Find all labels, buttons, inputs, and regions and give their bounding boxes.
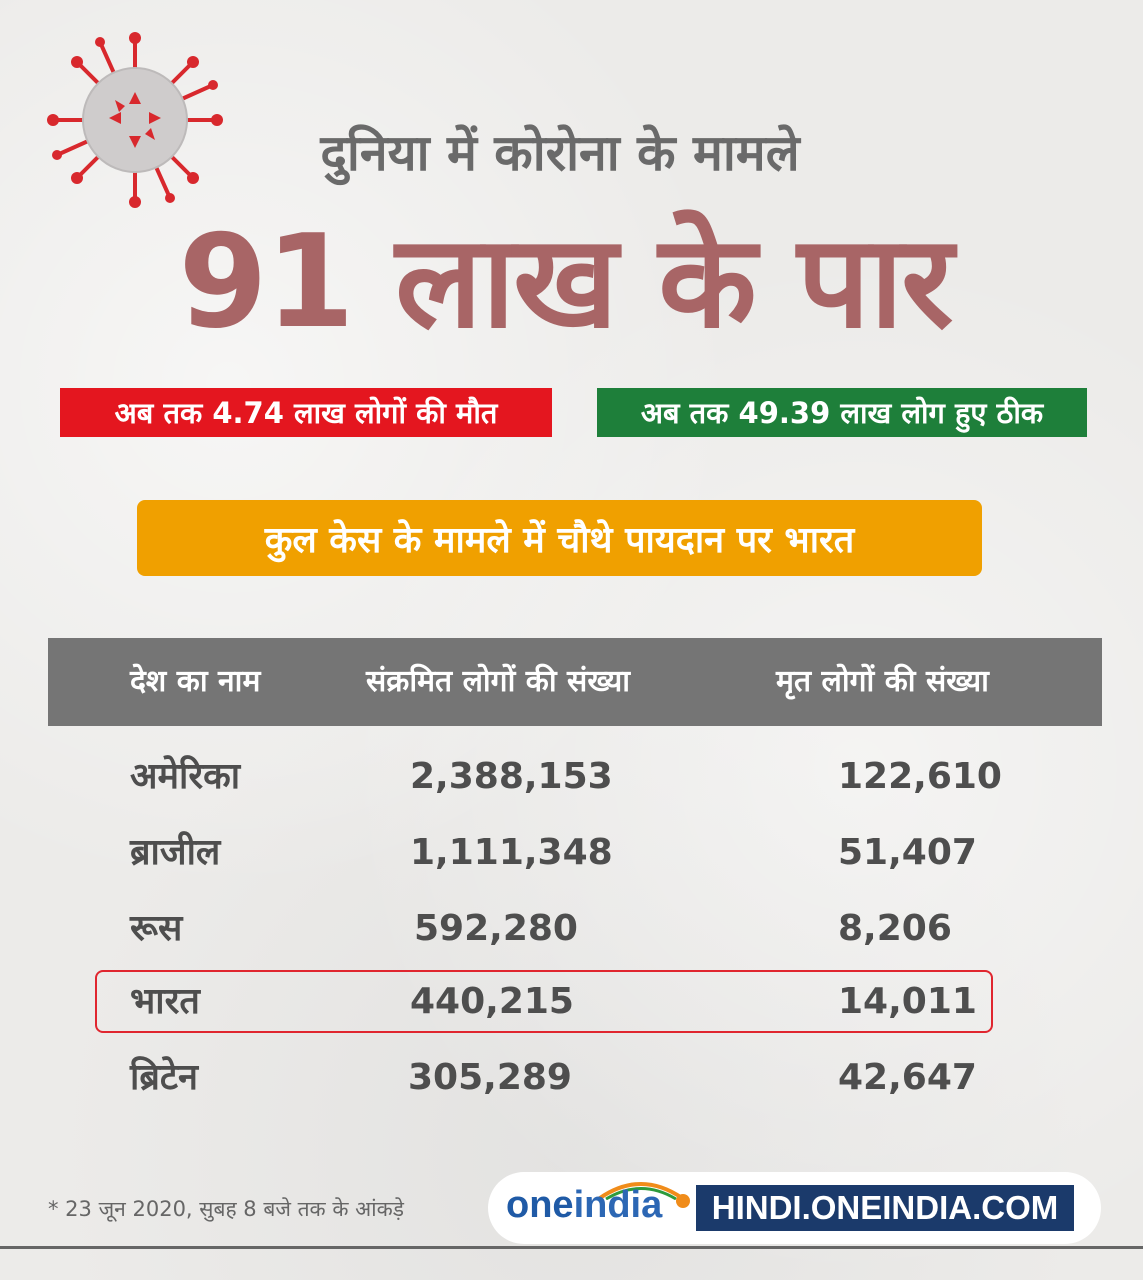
death-count: 14,011 [838, 981, 977, 1022]
infected-count: 1,111,348 [410, 832, 613, 873]
site-url-link[interactable]: HINDI.ONEINDIA.COM [696, 1185, 1074, 1231]
country-name: रूस [130, 908, 183, 949]
recovered-stat-bar: अब तक 49.39 लाख लोग हुए ठीक [597, 388, 1087, 437]
table-header: देश का नाम संक्रमित लोगों की संख्या मृत … [48, 638, 1102, 726]
country-name: भारत [130, 981, 200, 1022]
death-count: 42,647 [838, 1057, 977, 1098]
infected-count: 592,280 [414, 908, 578, 949]
brand-footer: oneindia HINDI.ONEINDIA.COM [488, 1172, 1101, 1244]
logo-one: one [506, 1184, 574, 1226]
header-deaths: मृत लोगों की संख्या [776, 664, 989, 699]
table-row: ब्राजील 1,111,348 51,407 [48, 818, 1102, 888]
tricolor-arc-icon [598, 1182, 684, 1200]
rank-banner: कुल केस के मामले में चौथे पायदान पर भारत [137, 500, 982, 576]
india-row-highlight [95, 970, 993, 1033]
logo-india: india [573, 1184, 663, 1226]
death-count: 122,610 [838, 756, 1002, 797]
headline: 91 लाख के पार [178, 208, 954, 357]
death-count: 8,206 [838, 908, 952, 949]
table-row: रूस 592,280 8,206 [48, 894, 1102, 964]
rank-banner-text: कुल केस के मामले में चौथे पायदान पर भारत [264, 519, 855, 561]
infected-count: 440,215 [410, 981, 574, 1022]
death-count: 51,407 [838, 832, 977, 873]
infected-count: 2,388,153 [410, 756, 613, 797]
table-row-highlighted: भारत 440,215 14,011 [48, 967, 1102, 1037]
subtitle: दुनिया में कोरोना के मामले [320, 124, 800, 182]
bottom-divider [0, 1246, 1143, 1249]
oneindia-logo: oneindia [506, 1184, 662, 1227]
logo-badge-icon [676, 1194, 690, 1208]
country-name: ब्रिटेन [130, 1057, 199, 1098]
site-url-text: HINDI.ONEINDIA.COM [711, 1189, 1059, 1226]
country-name: अमेरिका [130, 756, 241, 797]
coronavirus-icon [47, 32, 223, 208]
footnote: * 23 जून 2020, सुबह 8 बजे तक के आंकड़े [48, 1197, 404, 1221]
infected-count: 305,289 [408, 1057, 572, 1098]
header-infected: संक्रमित लोगों की संख्या [366, 664, 631, 699]
header-country: देश का नाम [130, 664, 261, 699]
recovered-stat-text: अब तक 49.39 लाख लोग हुए ठीक [640, 396, 1044, 430]
deaths-stat-text: अब तक 4.74 लाख लोगों की मौत [114, 396, 498, 430]
deaths-stat-bar: अब तक 4.74 लाख लोगों की मौत [60, 388, 552, 437]
country-name: ब्राजील [130, 832, 221, 873]
table-row: ब्रिटेन 305,289 42,647 [48, 1043, 1102, 1113]
table-row: अमेरिका 2,388,153 122,610 [48, 742, 1102, 812]
